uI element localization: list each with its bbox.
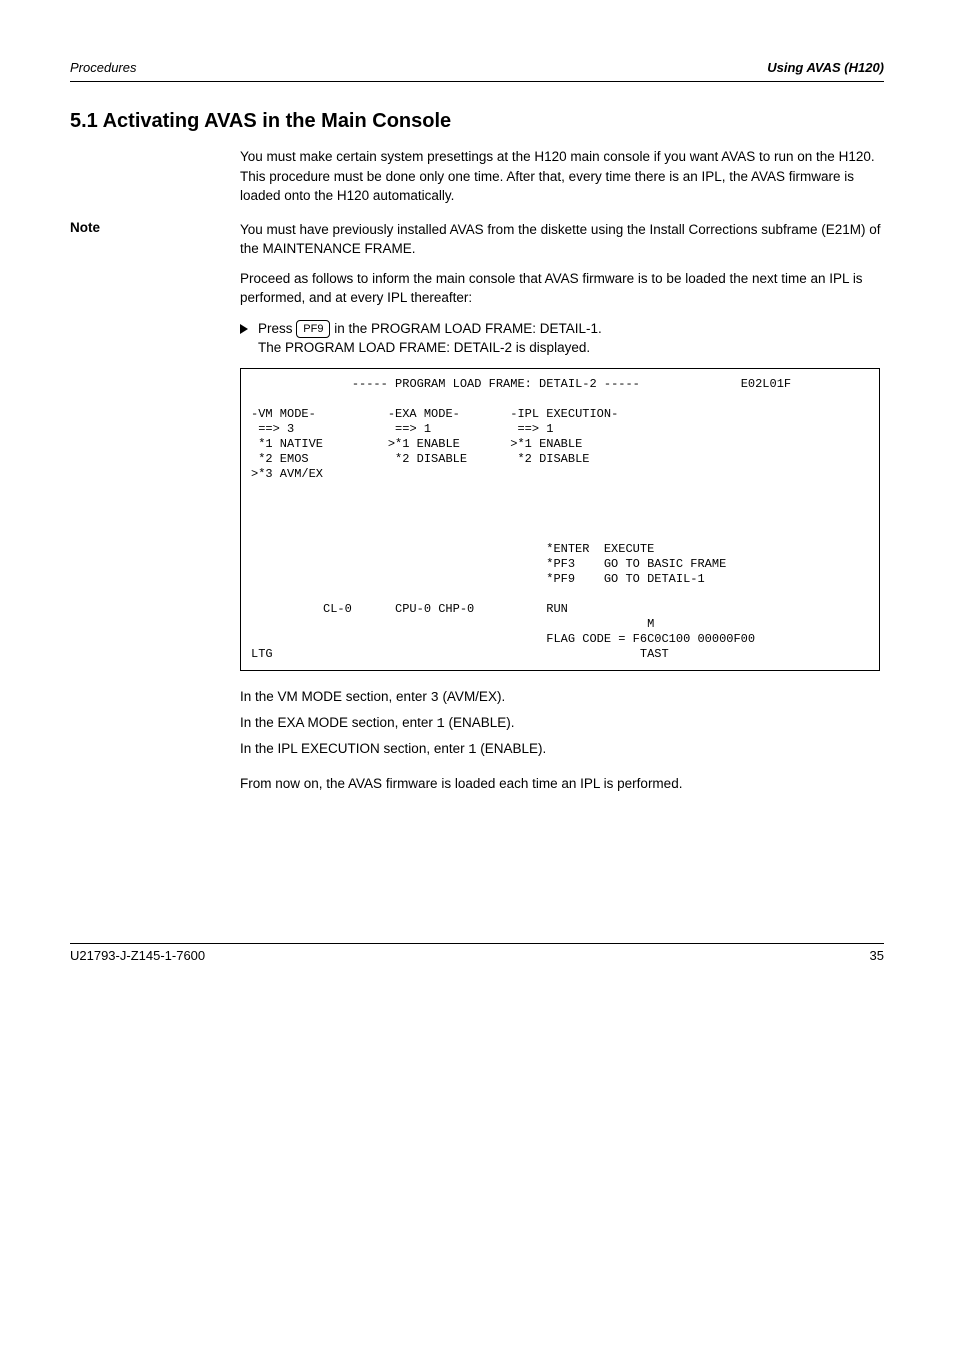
running-header: Procedures Using AVAS (H120): [70, 60, 884, 75]
page-container: Procedures Using AVAS (H120) 5.1 Activat…: [0, 0, 954, 1003]
term-col3-prompt: ==> 1: [517, 422, 553, 436]
term-status: CL-0 CPU-0 CHP-0 RUN: [251, 602, 568, 616]
term-flag: FLAG CODE = F6C0C100 00000F00: [251, 632, 755, 646]
post-entry-list: In the VM MODE section, enter 3 (AVM/EX)…: [240, 685, 884, 764]
intro-paragraph: You must make certain system presettings…: [240, 147, 884, 206]
term-col1-prompt: ==> 3: [258, 422, 294, 436]
post-line-2: In the EXA MODE section, enter 1 (ENABLE…: [240, 711, 884, 737]
post-line-3: In the IPL EXECUTION section, enter 1 (E…: [240, 737, 884, 763]
note-body: You must have previously installed AVAS …: [240, 220, 884, 259]
section-heading: 5.1 Activating AVAS in the Main Console: [70, 110, 884, 133]
terminal-screen: ----- PROGRAM LOAD FRAME: DETAIL-2 -----…: [240, 368, 880, 671]
header-left: Procedures: [70, 60, 136, 75]
note-block: Note You must have previously installed …: [70, 220, 884, 259]
note-label: Note: [70, 220, 240, 259]
term-frame-id: E02L01F: [741, 377, 791, 391]
step-row: Press PF9 in the PROGRAM LOAD FRAME: DET…: [240, 320, 884, 358]
step-arrow-icon: [240, 324, 248, 334]
closing-paragraph: From now on, the AVAS firmware is loaded…: [240, 774, 884, 794]
term-col2-prompt: ==> 1: [395, 422, 431, 436]
term-col2-title: -EXA MODE-: [388, 407, 460, 421]
term-pf3: *PF3 GO TO BASIC FRAME: [546, 557, 726, 571]
term-ltg: LTG TAST: [251, 647, 669, 661]
header-rule: [70, 81, 884, 82]
step-prefix: Press: [258, 321, 296, 336]
term-col3-opt2: *2 DISABLE: [510, 452, 589, 466]
term-pf-enter: *ENTER EXECUTE: [546, 542, 654, 556]
footer-left: U21793-J-Z145-1-7600: [70, 948, 205, 963]
term-col1-opt2: *2 EMOS: [251, 452, 309, 466]
term-col3-opt1: >*1 ENABLE: [510, 437, 582, 451]
step-result: The PROGRAM LOAD FRAME: DETAIL-2 is disp…: [258, 340, 590, 355]
term-col3-title: -IPL EXECUTION-: [510, 407, 618, 421]
term-col1-title: -VM MODE-: [251, 407, 316, 421]
term-col2-opt2: *2 DISABLE: [388, 452, 467, 466]
footer-page-number: 35: [870, 948, 884, 963]
term-title: ----- PROGRAM LOAD FRAME: DETAIL-2 -----: [352, 377, 640, 391]
running-footer: U21793-J-Z145-1-7600 35: [70, 948, 884, 963]
term-flag-m: M: [251, 617, 654, 631]
step-text: Press PF9 in the PROGRAM LOAD FRAME: DET…: [258, 320, 602, 358]
term-pf9: *PF9 GO TO DETAIL-1: [546, 572, 704, 586]
header-right: Using AVAS (H120): [767, 60, 884, 75]
term-col1-opt1: *1 NATIVE: [251, 437, 323, 451]
pf9-keycap: PF9: [296, 320, 330, 338]
post-line-1: In the VM MODE section, enter 3 (AVM/EX)…: [240, 685, 884, 711]
term-col1-opt3: >*3 AVM/EX: [251, 467, 323, 481]
term-col2-opt1: >*1 ENABLE: [388, 437, 460, 451]
procedure-lead-in: Proceed as follows to inform the main co…: [240, 269, 884, 308]
footer-rule: [70, 943, 884, 944]
step-suffix: in the PROGRAM LOAD FRAME: DETAIL-1.: [334, 321, 602, 336]
